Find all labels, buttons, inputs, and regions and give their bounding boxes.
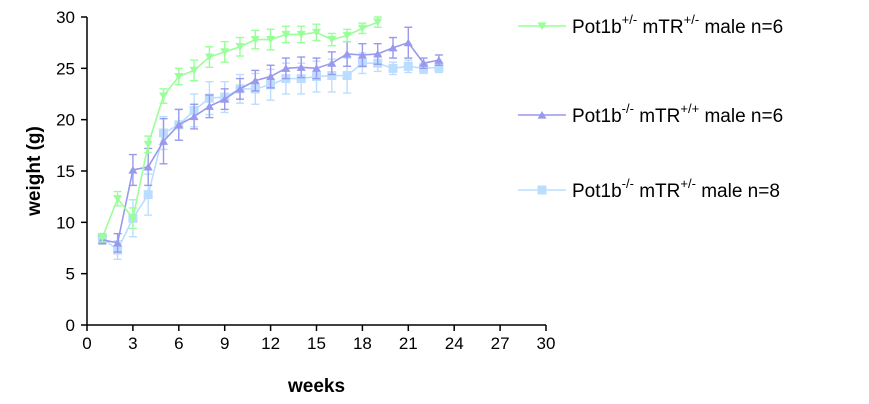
data-point [174, 72, 184, 81]
legend-entry-2: Pot1b-/- mTR+/+ male n=6 [518, 101, 783, 127]
x-tick-label: 27 [491, 334, 510, 353]
legend-label: Pot1b+/- mTR+/- male n=6 [572, 12, 783, 38]
data-point [342, 71, 352, 81]
legend-label-tail: male n=6 [699, 106, 783, 127]
data-point [327, 59, 337, 67]
x-tick-label: 3 [128, 334, 137, 353]
legend-entry-3: Pot1b-/- mTR+/- male n=8 [518, 176, 780, 202]
y-tick-label: 15 [56, 162, 75, 181]
data-point [143, 190, 153, 200]
data-point [357, 50, 367, 59]
data-point [97, 234, 107, 242]
data-point [296, 74, 306, 84]
data-point [419, 59, 429, 67]
legend-label-sup2: +/+ [680, 101, 699, 116]
data-point [388, 63, 398, 73]
series-1 [97, 16, 383, 243]
data-point [373, 49, 383, 58]
data-point [250, 35, 260, 44]
legend-label-base: Pot1b [572, 106, 622, 127]
legend-label-base: Pot1b [572, 17, 622, 38]
data-point [357, 24, 367, 33]
plot-area [97, 16, 444, 260]
legend-label-mid: mTR [634, 181, 680, 202]
data-point [342, 49, 352, 58]
legend-entry-1: Pot1b+/- mTR+/- male n=6 [518, 12, 783, 38]
data-point [174, 120, 184, 129]
x-tick-label: 0 [82, 334, 91, 353]
data-point [327, 71, 337, 81]
legend-label-tail: male n=8 [696, 181, 780, 202]
data-point [281, 30, 291, 39]
legend-label: Pot1b-/- mTR+/+ male n=6 [572, 101, 783, 127]
data-point [189, 66, 199, 75]
data-point [403, 61, 413, 71]
y-tick-label: 20 [56, 111, 75, 130]
data-point [113, 195, 123, 203]
data-point [434, 62, 444, 72]
data-point [220, 95, 230, 103]
data-point [266, 35, 276, 44]
x-tick-label: 18 [353, 334, 372, 353]
data-point [296, 63, 306, 71]
x-tick-label: 12 [261, 334, 280, 353]
data-point [159, 137, 168, 145]
data-point [312, 64, 321, 72]
data-point [159, 92, 168, 101]
data-point [143, 162, 153, 171]
data-point [204, 53, 214, 62]
x-tick-label: 24 [445, 334, 464, 353]
data-point [220, 48, 230, 56]
data-point [434, 56, 444, 64]
data-point [204, 102, 214, 110]
data-point [266, 72, 276, 81]
data-point [128, 165, 138, 174]
data-point [373, 18, 383, 27]
legend-label-sup1: -/- [622, 101, 634, 116]
x-tick-label: 6 [174, 334, 183, 353]
legend-label-base: Pot1b [572, 181, 622, 202]
x-tick-label: 9 [220, 334, 229, 353]
series-2 [97, 26, 444, 253]
data-point [342, 31, 352, 40]
x-tick-label: 15 [307, 334, 326, 353]
data-point [128, 214, 138, 223]
legend-label-sup1: +/- [622, 12, 638, 27]
legend-label-sup1: -/- [622, 176, 634, 191]
x-axis-title: weeks [287, 376, 345, 397]
legend-marker [537, 22, 547, 31]
data-point [312, 28, 321, 37]
x-tick-label: 21 [399, 334, 418, 353]
data-point [189, 112, 199, 121]
y-tick-label: 10 [56, 213, 75, 232]
legend-label-mid: mTR [637, 17, 683, 38]
legend-label: Pot1b-/- mTR+/- male n=8 [572, 176, 780, 202]
y-tick-label: 5 [66, 265, 75, 284]
legend-label-mid: mTR [634, 106, 680, 127]
legend-marker [537, 185, 547, 195]
data-point [250, 76, 260, 85]
y-tick-label: 25 [56, 59, 75, 78]
data-point [281, 64, 291, 72]
data-point [296, 30, 306, 39]
legend-label-sup2: +/- [680, 176, 696, 191]
legend-marker [537, 110, 547, 119]
axes: 0 3 6 9 12 15 18 21 24 27 30 0 5 10 15 20 25 30 [56, 8, 555, 353]
data-point [143, 140, 153, 149]
data-point [327, 35, 337, 44]
y-tick-label: 30 [56, 8, 75, 27]
legend-label-tail: male n=6 [699, 17, 783, 38]
legend-label-sup2: +/- [684, 12, 700, 27]
y-tick-label: 0 [66, 316, 75, 335]
data-point [403, 38, 413, 47]
y-axis-title: weight (g) [24, 126, 45, 217]
data-point [388, 43, 398, 52]
data-point [235, 84, 245, 93]
x-tick-label: 30 [537, 334, 556, 353]
data-point [113, 238, 123, 247]
data-point [235, 43, 245, 51]
